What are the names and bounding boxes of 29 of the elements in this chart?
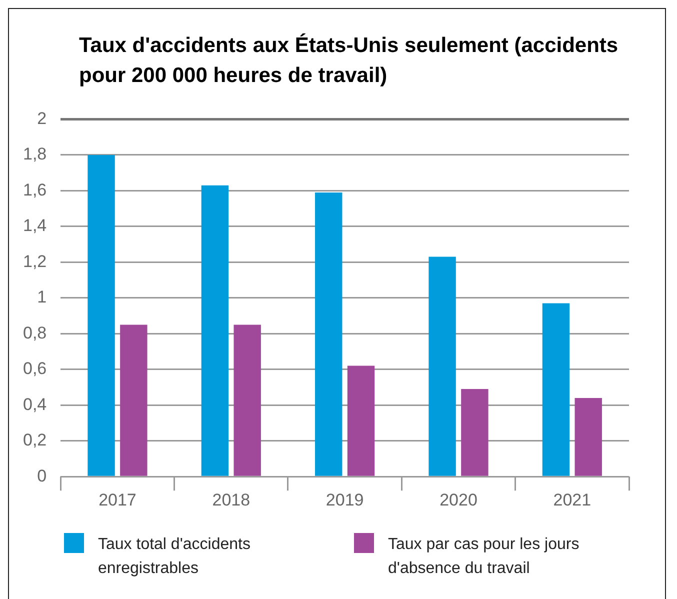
y-tick-label: 0,4 [22, 394, 47, 414]
bar [88, 154, 115, 476]
bar [542, 303, 570, 476]
legend-label: Taux par cas pour les jours d'absence du travail [388, 535, 580, 579]
y-tick-label: 1,2 [22, 252, 47, 271]
bar [315, 192, 342, 476]
x-tick-label: 2021 [553, 490, 592, 510]
bar [461, 389, 488, 476]
bar [201, 185, 229, 476]
y-tick-label: 0 [37, 466, 47, 486]
chart-title: Taux d'accidents aux États-Unis seulement (accidents pour 200 000 heures de travail) [79, 32, 620, 89]
y-tick-label: 1,8 [22, 144, 47, 164]
x-tick-label: 2017 [98, 490, 136, 510]
x-tick-label: 2018 [212, 490, 250, 510]
y-tick-label: 1,6 [22, 180, 47, 200]
y-tick-label: 1 [37, 288, 47, 307]
y-tick-label: 0,2 [22, 430, 47, 450]
x-tick-label: 2019 [326, 490, 364, 510]
legend-label: Taux total d'accidents enregistrables [98, 535, 252, 579]
y-tick-label: 2 [37, 108, 47, 128]
y-tick-label: 1,4 [22, 216, 47, 236]
x-tick-label: 2020 [440, 490, 478, 510]
bar [234, 324, 261, 476]
bar [574, 398, 602, 476]
bar [347, 366, 375, 476]
bar [428, 256, 456, 476]
y-tick-label: 0,6 [22, 359, 47, 378]
bar [120, 324, 148, 476]
y-tick-label: 0,8 [22, 323, 47, 342]
